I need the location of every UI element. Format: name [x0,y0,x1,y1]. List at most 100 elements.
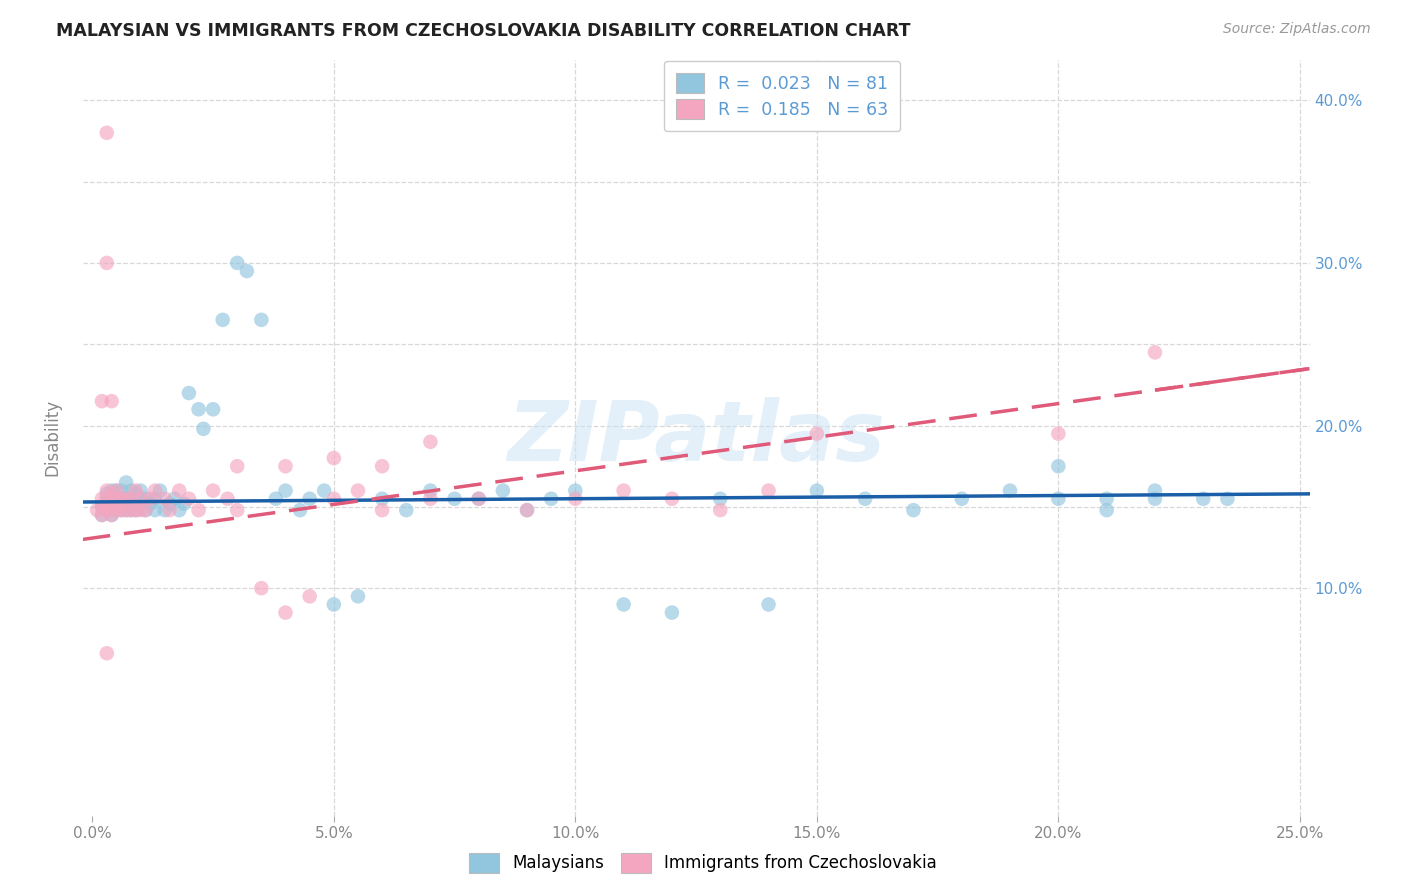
Text: MALAYSIAN VS IMMIGRANTS FROM CZECHOSLOVAKIA DISABILITY CORRELATION CHART: MALAYSIAN VS IMMIGRANTS FROM CZECHOSLOVA… [56,22,911,40]
Point [806,483,828,498]
Point [91,491,114,506]
Point [250,313,273,327]
Point [110,483,132,498]
Point [100,508,122,522]
Point [110,497,132,511]
Point [153,491,176,506]
Point [96,500,118,514]
Point [298,590,321,604]
Point [115,491,138,506]
Point [806,426,828,441]
Point [125,503,148,517]
Legend: R =  0.023   N = 81, R =  0.185   N = 63: R = 0.023 N = 81, R = 0.185 N = 63 [664,61,900,131]
Point [96,503,118,517]
Point [1143,491,1166,506]
Point [903,503,925,517]
Point [134,503,156,517]
Point [1192,491,1215,506]
Point [125,503,148,517]
Point [139,491,162,506]
Point [110,491,132,506]
Point [91,394,114,409]
Point [120,503,142,517]
Point [250,581,273,595]
Point [96,256,118,270]
Point [419,483,441,498]
Point [564,491,586,506]
Point [1143,345,1166,359]
Point [371,459,394,474]
Point [100,508,122,522]
Point [187,402,209,417]
Point [96,487,118,501]
Point [159,497,181,511]
Point [105,500,128,514]
Point [1047,426,1070,441]
Point [540,491,562,506]
Point [105,491,128,506]
Point [100,487,122,501]
Point [120,503,142,517]
Point [105,503,128,517]
Point [100,483,122,498]
Point [153,503,176,517]
Point [226,256,249,270]
Point [86,503,108,517]
Point [314,483,336,498]
Point [419,491,441,506]
Point [322,491,344,506]
Point [371,491,394,506]
Point [613,598,636,612]
Point [758,483,780,498]
Point [516,503,538,517]
Point [100,500,122,514]
Point [371,503,394,517]
Point [143,491,166,506]
Point [264,491,287,506]
Point [613,483,636,498]
Point [120,491,142,506]
Point [288,503,311,517]
Point [96,491,118,506]
Point [419,434,441,449]
Point [110,503,132,517]
Point [129,500,152,514]
Point [177,491,200,506]
Point [998,483,1021,498]
Point [100,394,122,409]
Point [139,497,162,511]
Point [467,491,489,506]
Point [322,598,344,612]
Point [159,503,181,517]
Point [120,483,142,498]
Point [1047,491,1070,506]
Point [758,598,780,612]
Point [226,503,249,517]
Point [96,483,118,498]
Point [202,402,225,417]
Point [274,483,297,498]
Point [347,590,370,604]
Point [120,491,142,506]
Point [143,503,166,517]
Point [236,264,259,278]
Point [853,491,876,506]
Point [443,491,465,506]
Point [105,483,128,498]
Point [661,491,683,506]
Text: Source: ZipAtlas.com: Source: ZipAtlas.com [1223,22,1371,37]
Point [91,500,114,514]
Point [115,503,138,517]
Point [91,500,114,514]
Y-axis label: Disability: Disability [44,400,60,476]
Point [115,491,138,506]
Point [125,487,148,501]
Point [950,491,973,506]
Point [1047,459,1070,474]
Point [709,503,731,517]
Point [661,606,683,620]
Point [110,491,132,506]
Point [129,491,152,506]
Point [226,459,249,474]
Point [167,503,190,517]
